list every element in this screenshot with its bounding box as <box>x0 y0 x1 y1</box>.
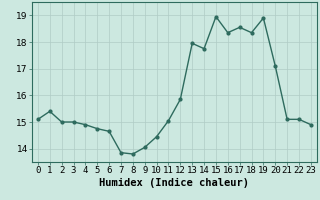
X-axis label: Humidex (Indice chaleur): Humidex (Indice chaleur) <box>100 178 249 188</box>
